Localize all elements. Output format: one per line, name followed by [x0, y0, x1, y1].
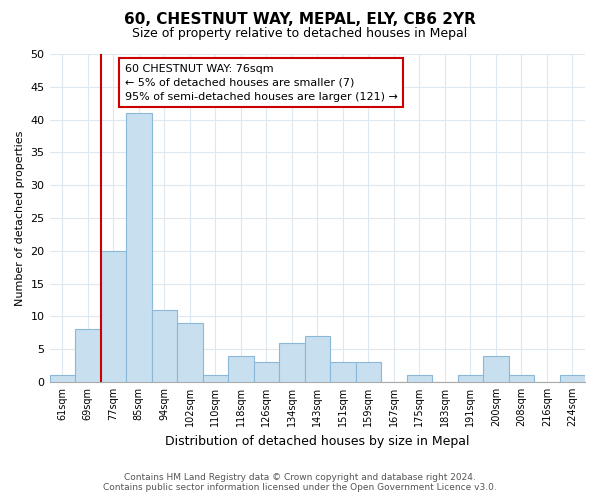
Bar	[101, 251, 126, 382]
Bar	[203, 376, 228, 382]
Bar	[407, 376, 432, 382]
Bar	[356, 362, 381, 382]
Bar	[254, 362, 279, 382]
Bar	[458, 376, 483, 382]
Bar	[509, 376, 534, 382]
Y-axis label: Number of detached properties: Number of detached properties	[15, 130, 25, 306]
Bar	[126, 113, 152, 382]
Bar	[483, 356, 509, 382]
X-axis label: Distribution of detached houses by size in Mepal: Distribution of detached houses by size …	[165, 434, 470, 448]
Bar	[228, 356, 254, 382]
Bar	[152, 310, 177, 382]
Bar	[75, 330, 101, 382]
Bar	[177, 323, 203, 382]
Bar	[50, 376, 75, 382]
Text: 60, CHESTNUT WAY, MEPAL, ELY, CB6 2YR: 60, CHESTNUT WAY, MEPAL, ELY, CB6 2YR	[124, 12, 476, 28]
Bar	[279, 342, 305, 382]
Bar	[560, 376, 585, 382]
Bar	[305, 336, 330, 382]
Bar	[330, 362, 356, 382]
Text: 60 CHESTNUT WAY: 76sqm
← 5% of detached houses are smaller (7)
95% of semi-detac: 60 CHESTNUT WAY: 76sqm ← 5% of detached …	[125, 64, 397, 102]
Text: Size of property relative to detached houses in Mepal: Size of property relative to detached ho…	[133, 28, 467, 40]
Text: Contains HM Land Registry data © Crown copyright and database right 2024.
Contai: Contains HM Land Registry data © Crown c…	[103, 473, 497, 492]
